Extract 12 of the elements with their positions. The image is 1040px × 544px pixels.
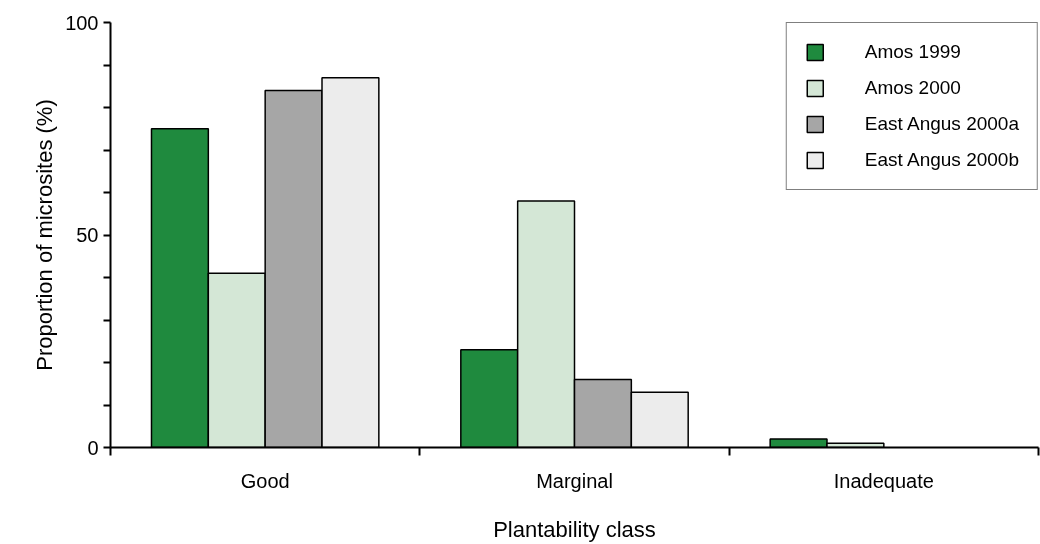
x-axis-title: Plantability class — [493, 516, 656, 542]
x-tick-label: Inadequate — [833, 469, 934, 492]
y-tick-label: 0 — [87, 436, 99, 459]
legend-label: East Angus 2000b — [864, 149, 1019, 171]
legend-label: Amos 1999 — [864, 41, 961, 63]
y-axis-title: Proportion of microsites (%) — [32, 99, 58, 371]
y-tick-label: 100 — [65, 11, 99, 34]
x-tick-label: Good — [240, 469, 290, 492]
legend-label: Amos 2000 — [864, 77, 961, 99]
y-tick-label: 50 — [76, 224, 99, 246]
x-tick-label: Marginal — [536, 469, 613, 492]
legend-label: East Angus 2000a — [864, 113, 1019, 135]
